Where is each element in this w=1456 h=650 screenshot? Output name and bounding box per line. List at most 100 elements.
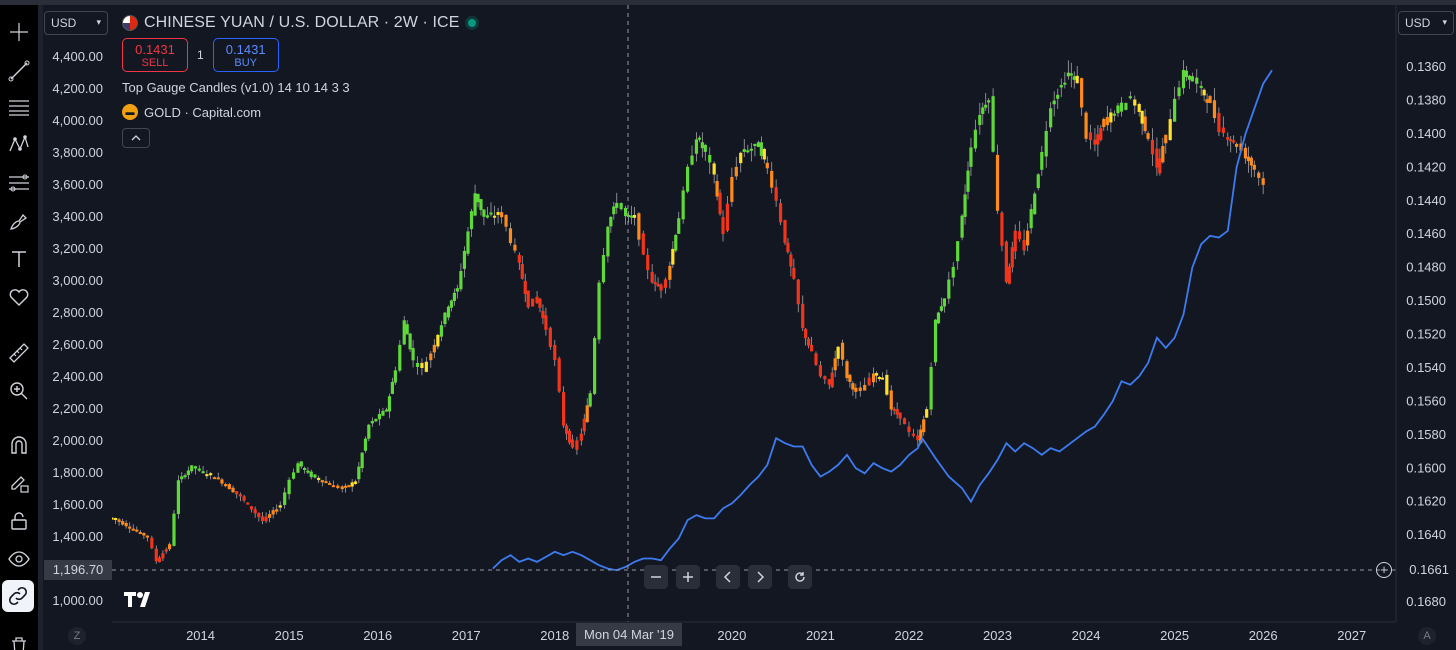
candle-body <box>925 409 929 418</box>
candle-body <box>1133 99 1137 106</box>
candle-body <box>469 211 474 230</box>
candle-body <box>792 267 796 279</box>
left-tick-label: 2,600.00 <box>52 337 103 352</box>
heart-icon[interactable] <box>0 281 38 313</box>
time-tick-label: 2014 <box>186 628 215 643</box>
candle-body <box>278 505 282 508</box>
candle-body <box>390 381 395 394</box>
lock-icon[interactable] <box>0 505 38 537</box>
overlay-legend[interactable]: ▬ GOLD · Capital.com <box>122 104 261 120</box>
candle-body <box>963 194 967 217</box>
reset-chart-button[interactable] <box>788 565 812 589</box>
ruler-icon[interactable] <box>0 337 38 369</box>
right-currency-select[interactable]: USD ▾ <box>1398 11 1454 35</box>
candle-body <box>520 264 524 279</box>
left-price-scale[interactable] <box>43 5 112 650</box>
candle-body <box>916 435 920 441</box>
left-tick-label: 4,000.00 <box>52 113 103 128</box>
candle-body <box>408 333 412 350</box>
candle-body <box>350 482 354 487</box>
time-tick-label: 2020 <box>717 628 746 643</box>
candle-body <box>1052 100 1056 105</box>
chart-pane[interactable] <box>43 5 1456 650</box>
candle-body <box>1040 152 1044 170</box>
eye-icon[interactable] <box>0 543 38 575</box>
candle-body <box>249 506 254 510</box>
candle-body <box>452 292 456 301</box>
candle-body <box>922 419 926 433</box>
left-tick-label: 2,000.00 <box>52 433 103 448</box>
symbol-row[interactable]: CHINESE YUAN / U.S. DOLLAR · 2W · ICE <box>122 12 480 34</box>
candle-body <box>411 348 415 361</box>
candle-body <box>541 310 545 319</box>
candle-body <box>712 163 716 175</box>
candle-body <box>1229 139 1233 142</box>
candle-body <box>991 96 995 152</box>
candle-body <box>762 148 766 160</box>
candle-body <box>734 166 738 177</box>
candle-body <box>1239 143 1243 151</box>
text-icon[interactable] <box>0 243 38 275</box>
time-zone-button[interactable]: Z <box>68 627 86 645</box>
candle-body <box>150 537 154 549</box>
right-price-scale[interactable] <box>1396 5 1456 650</box>
indicator-legend[interactable]: Top Gauge Candles (v1.0) 14 10 14 3 3 <box>122 80 350 95</box>
order-quantity[interactable]: 1 <box>197 48 204 62</box>
candle-body <box>593 338 597 394</box>
time-tick-label: 2015 <box>275 628 304 643</box>
horizontal-lines-icon[interactable] <box>0 91 38 123</box>
candle-body <box>1069 73 1073 76</box>
magnet-icon[interactable] <box>0 429 38 461</box>
buy-price: 0.1431 <box>225 42 266 57</box>
candle-body <box>845 361 849 379</box>
scroll-left-button[interactable] <box>716 565 740 589</box>
zoom-out-button[interactable] <box>644 565 668 589</box>
candle-body <box>557 358 561 392</box>
candle-body <box>674 234 678 251</box>
candle-body <box>653 282 657 285</box>
lock-pencil-icon[interactable] <box>0 467 38 499</box>
add-alert-icon[interactable]: + <box>1376 562 1392 578</box>
link-icon[interactable] <box>2 580 34 612</box>
collapse-legend-button[interactable] <box>122 128 150 148</box>
navigation-buttons <box>644 565 812 589</box>
pattern-icon[interactable] <box>0 129 38 161</box>
symbol-title[interactable]: CHINESE YUAN / U.S. DOLLAR · 2W · ICE <box>144 14 460 31</box>
scroll-right-button[interactable] <box>748 565 772 589</box>
candle-body <box>353 481 358 484</box>
candle-body <box>227 484 231 490</box>
candle-body <box>1235 143 1239 147</box>
buy-button[interactable]: 0.1431 BUY <box>212 38 279 72</box>
candle-body <box>942 298 946 307</box>
brush-icon[interactable] <box>0 205 38 237</box>
trend-line-icon[interactable] <box>0 55 38 87</box>
candle-body <box>694 139 699 154</box>
candle-body <box>851 383 855 390</box>
candle-body <box>517 254 521 263</box>
candle-body <box>405 324 409 335</box>
candle-body <box>721 217 725 235</box>
sell-button[interactable]: 0.1431 SELL <box>122 38 188 72</box>
chevron-down-icon: ▾ <box>1442 17 1447 27</box>
auto-scale-button[interactable]: A <box>1418 627 1436 645</box>
candle-body <box>1128 96 1132 99</box>
candle-body <box>585 405 589 423</box>
crosshair-icon[interactable] <box>0 16 38 48</box>
left-tick-label: 1,400.00 <box>52 529 103 544</box>
candle-body <box>1124 103 1128 110</box>
candle-body <box>632 214 637 218</box>
candle-body <box>485 215 490 218</box>
zoom-in-button[interactable] <box>676 565 700 589</box>
candle-body <box>1063 82 1067 85</box>
fib-icon[interactable] <box>0 167 38 199</box>
candle-body <box>220 479 224 484</box>
candle-body <box>482 209 486 217</box>
zoom-icon[interactable] <box>0 375 38 407</box>
candle-body <box>807 338 811 346</box>
trash-icon[interactable] <box>0 630 38 650</box>
candle-body <box>814 353 818 365</box>
left-currency-select[interactable]: USD ▾ <box>44 11 108 35</box>
candle-body <box>1155 148 1159 168</box>
candle-body <box>588 393 592 407</box>
